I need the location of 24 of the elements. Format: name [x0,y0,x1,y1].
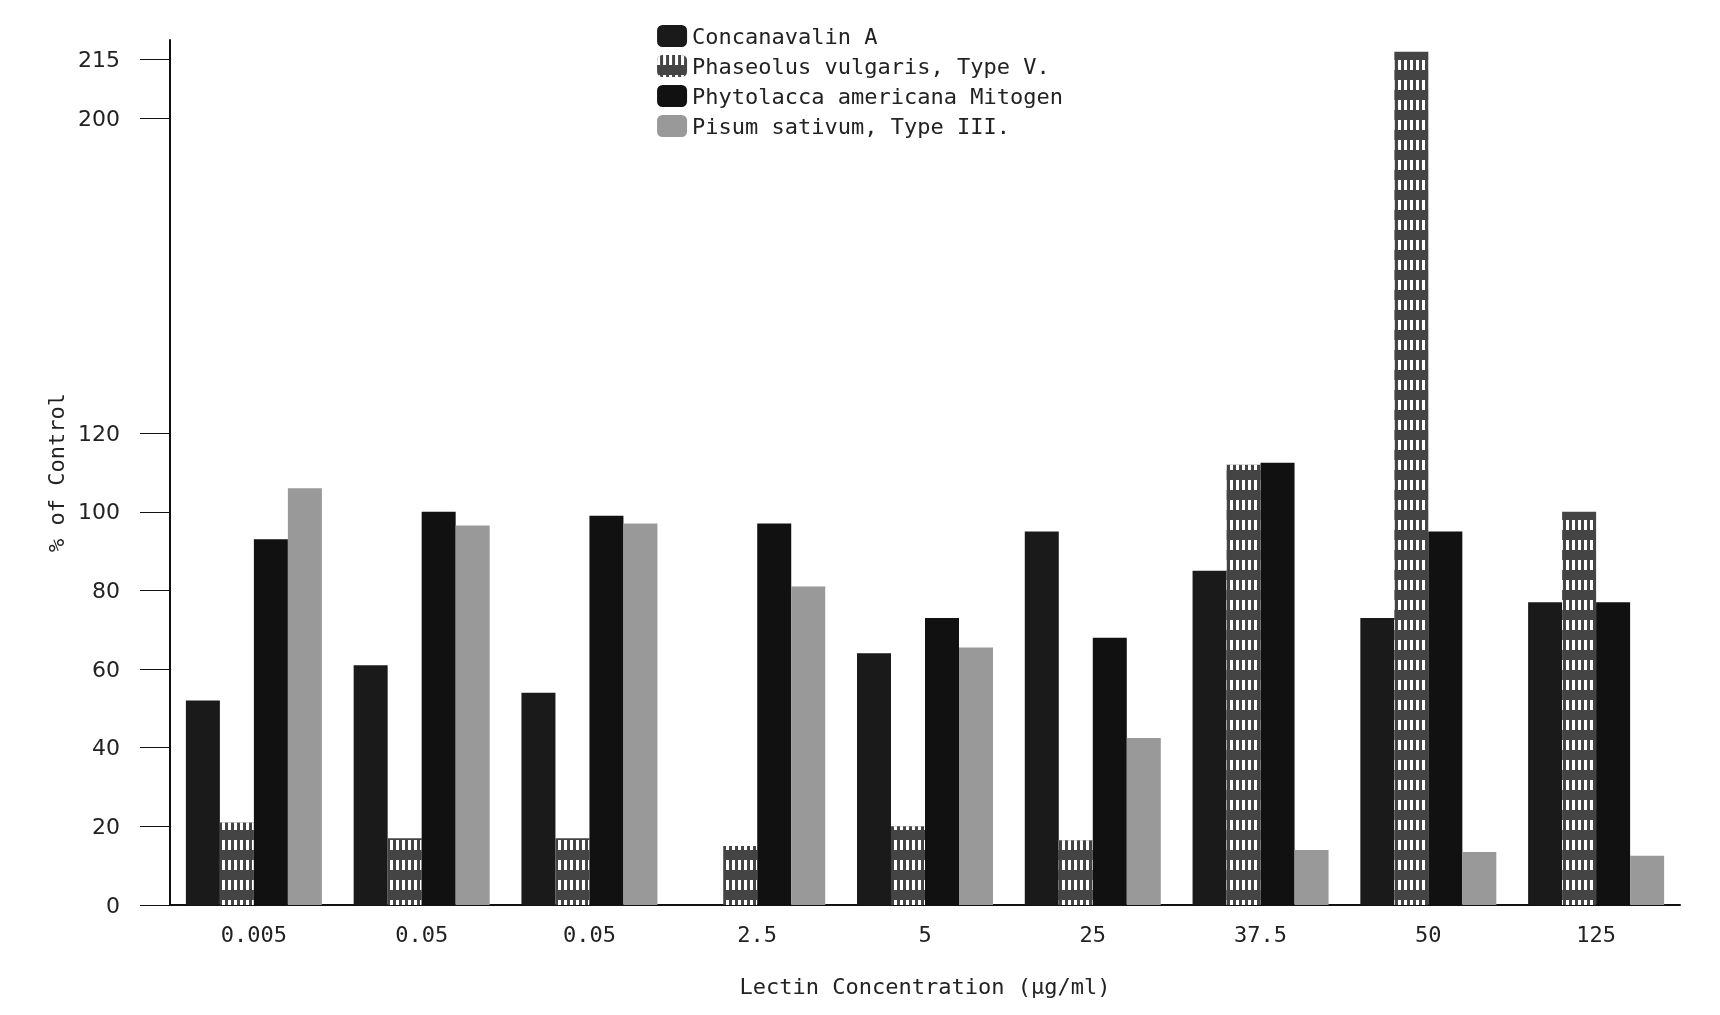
y-tick-label: 100 [78,499,120,525]
x-tick-label: 125 [1576,921,1616,947]
y-tick-label: 120 [78,420,120,446]
x-tick-label: 2.5 [737,921,778,947]
legend-label: Phaseolus vulgaris, Type V. [692,53,1050,79]
y-tick-label: 215 [78,47,120,73]
y-tick-label: 20 [92,813,120,839]
x-tick-label: 0.05 [562,921,616,947]
legend-label: Concanavalin A [692,23,878,49]
legend-label: Phytolacca americana Mitogen [692,83,1063,109]
x-axis-title: Lectin Concentration (µg/ml) [739,973,1111,999]
x-tick-label: 0.005 [220,921,288,947]
x-tick-label: 0.05 [395,921,449,947]
x-tick-label: 50 [1415,921,1442,947]
y-tick-label: 0 [106,892,120,918]
y-tick-label: 60 [92,656,120,682]
y-tick-label: 40 [92,735,120,761]
x-tick-label: 5 [918,921,932,947]
x-tick-label: 37.5 [1234,921,1288,947]
y-axis-title: % of Control [43,393,69,552]
y-tick-label: 80 [92,577,120,603]
y-tick-label: 200 [78,106,120,132]
x-tick-label: 25 [1079,921,1107,947]
legend-label: Pisum sativum, Type III. [692,113,1010,139]
